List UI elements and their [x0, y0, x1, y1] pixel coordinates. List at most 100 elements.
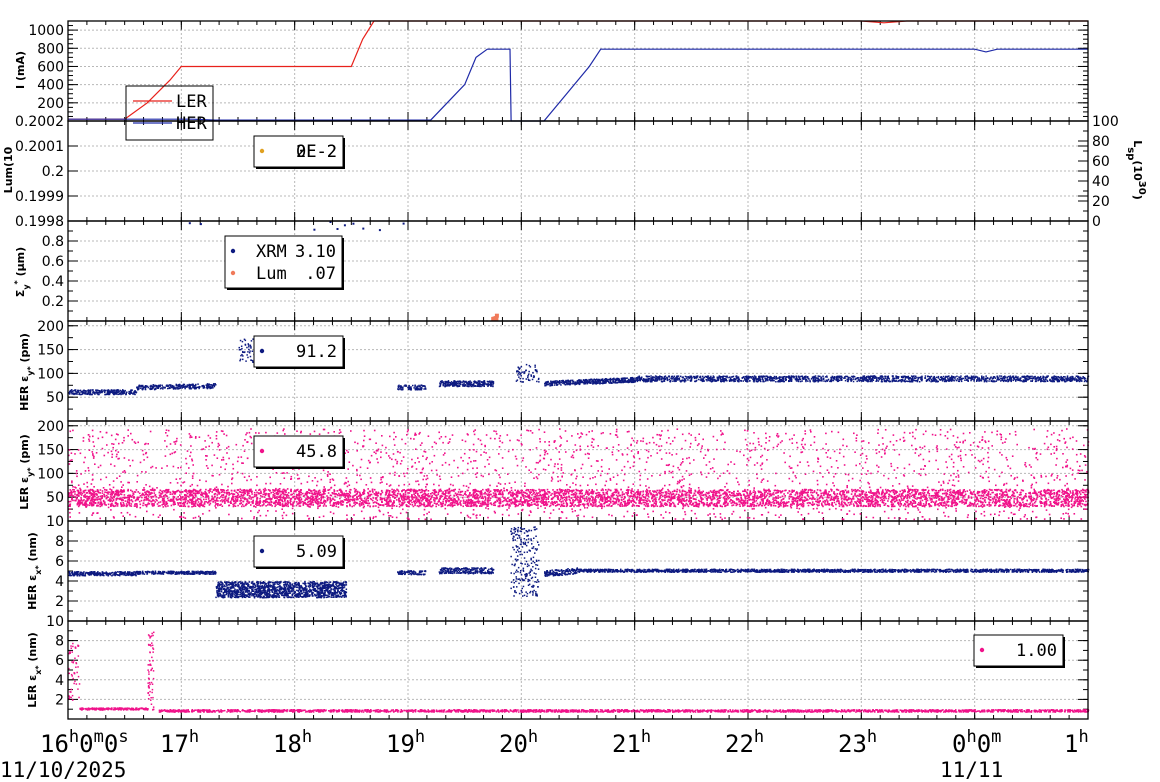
data-point — [89, 392, 92, 394]
data-point — [937, 380, 939, 383]
data-point — [966, 376, 969, 378]
data-point — [244, 344, 247, 346]
data-point — [479, 384, 481, 387]
data-point — [829, 380, 831, 383]
data-point — [980, 380, 983, 382]
data-point — [964, 377, 967, 380]
data-point — [416, 389, 418, 391]
data-point — [810, 378, 813, 380]
data-point — [984, 379, 987, 381]
data-point — [129, 392, 132, 394]
data-point — [620, 381, 622, 384]
data-point — [628, 381, 630, 383]
panel-3 — [67, 221, 1089, 321]
data-point — [864, 379, 866, 381]
data-point — [772, 379, 774, 382]
y2-tick-label: 20 — [1092, 194, 1110, 210]
data-point — [752, 380, 755, 382]
data-point — [101, 391, 103, 394]
data-point — [696, 375, 699, 377]
data-point — [470, 384, 472, 386]
data-point — [761, 377, 764, 379]
data-point — [673, 379, 675, 381]
data-point — [1003, 377, 1005, 380]
data-point — [449, 384, 451, 386]
data-point — [820, 376, 823, 379]
data-point — [527, 376, 529, 379]
data-point — [166, 384, 168, 386]
data-point — [706, 380, 708, 382]
data-point — [817, 381, 819, 383]
y-tick-label: 2 — [55, 594, 64, 610]
data-point — [193, 384, 195, 387]
data-point — [689, 375, 691, 378]
data-point — [1068, 379, 1071, 382]
data-point — [822, 378, 825, 380]
data-point — [145, 386, 147, 388]
data-point — [474, 385, 477, 387]
data-point — [519, 373, 521, 376]
data-point — [1000, 375, 1003, 377]
data-point — [709, 380, 712, 382]
data-point — [600, 378, 602, 381]
data-point — [729, 378, 732, 380]
data-point — [932, 380, 934, 383]
data-point — [524, 371, 526, 373]
data-point — [104, 391, 106, 393]
data-point — [145, 385, 148, 387]
data-point — [707, 378, 709, 381]
data-point — [442, 383, 445, 385]
data-point — [571, 379, 574, 382]
data-point — [1077, 375, 1079, 378]
data-point — [998, 377, 1000, 379]
data-point — [154, 384, 156, 387]
data-point — [799, 378, 802, 381]
data-point — [544, 385, 546, 387]
data-point — [577, 380, 579, 382]
y-tick-label: 6 — [55, 653, 64, 669]
data-point — [975, 375, 977, 378]
data-point — [903, 379, 906, 382]
data-point — [754, 377, 757, 379]
data-point — [664, 378, 667, 380]
data-point — [1051, 379, 1053, 381]
data-point — [838, 379, 841, 382]
data-point — [955, 379, 958, 382]
data-point — [239, 348, 242, 351]
data-point — [515, 380, 518, 382]
data-point — [886, 376, 889, 378]
data-point — [156, 385, 158, 387]
data-point — [560, 380, 563, 382]
data-point — [814, 375, 817, 377]
data-point — [172, 388, 175, 390]
data-point — [246, 354, 248, 356]
data-point — [749, 380, 751, 382]
data-point — [597, 381, 599, 383]
data-point — [812, 376, 814, 378]
data-point — [674, 377, 677, 379]
data-point — [803, 378, 805, 380]
data-point — [566, 383, 568, 386]
data-point — [1000, 377, 1002, 379]
data-point — [657, 378, 660, 380]
data-point — [993, 376, 996, 378]
data-point — [904, 380, 906, 383]
data-point — [467, 384, 469, 386]
data-point — [813, 375, 815, 378]
data-point — [195, 387, 197, 390]
data-point — [867, 380, 870, 382]
data-point — [620, 380, 622, 382]
data-point — [478, 380, 480, 382]
data-point — [1077, 376, 1079, 379]
data-point — [599, 381, 601, 384]
data-point — [820, 379, 823, 381]
data-point — [917, 377, 920, 380]
data-point — [184, 387, 186, 390]
data-point — [1029, 377, 1031, 379]
data-point — [151, 388, 153, 390]
data-point — [569, 380, 571, 382]
data-point — [1079, 378, 1081, 380]
data-point — [343, 224, 346, 227]
data-point — [947, 379, 950, 381]
data-point — [116, 391, 119, 394]
